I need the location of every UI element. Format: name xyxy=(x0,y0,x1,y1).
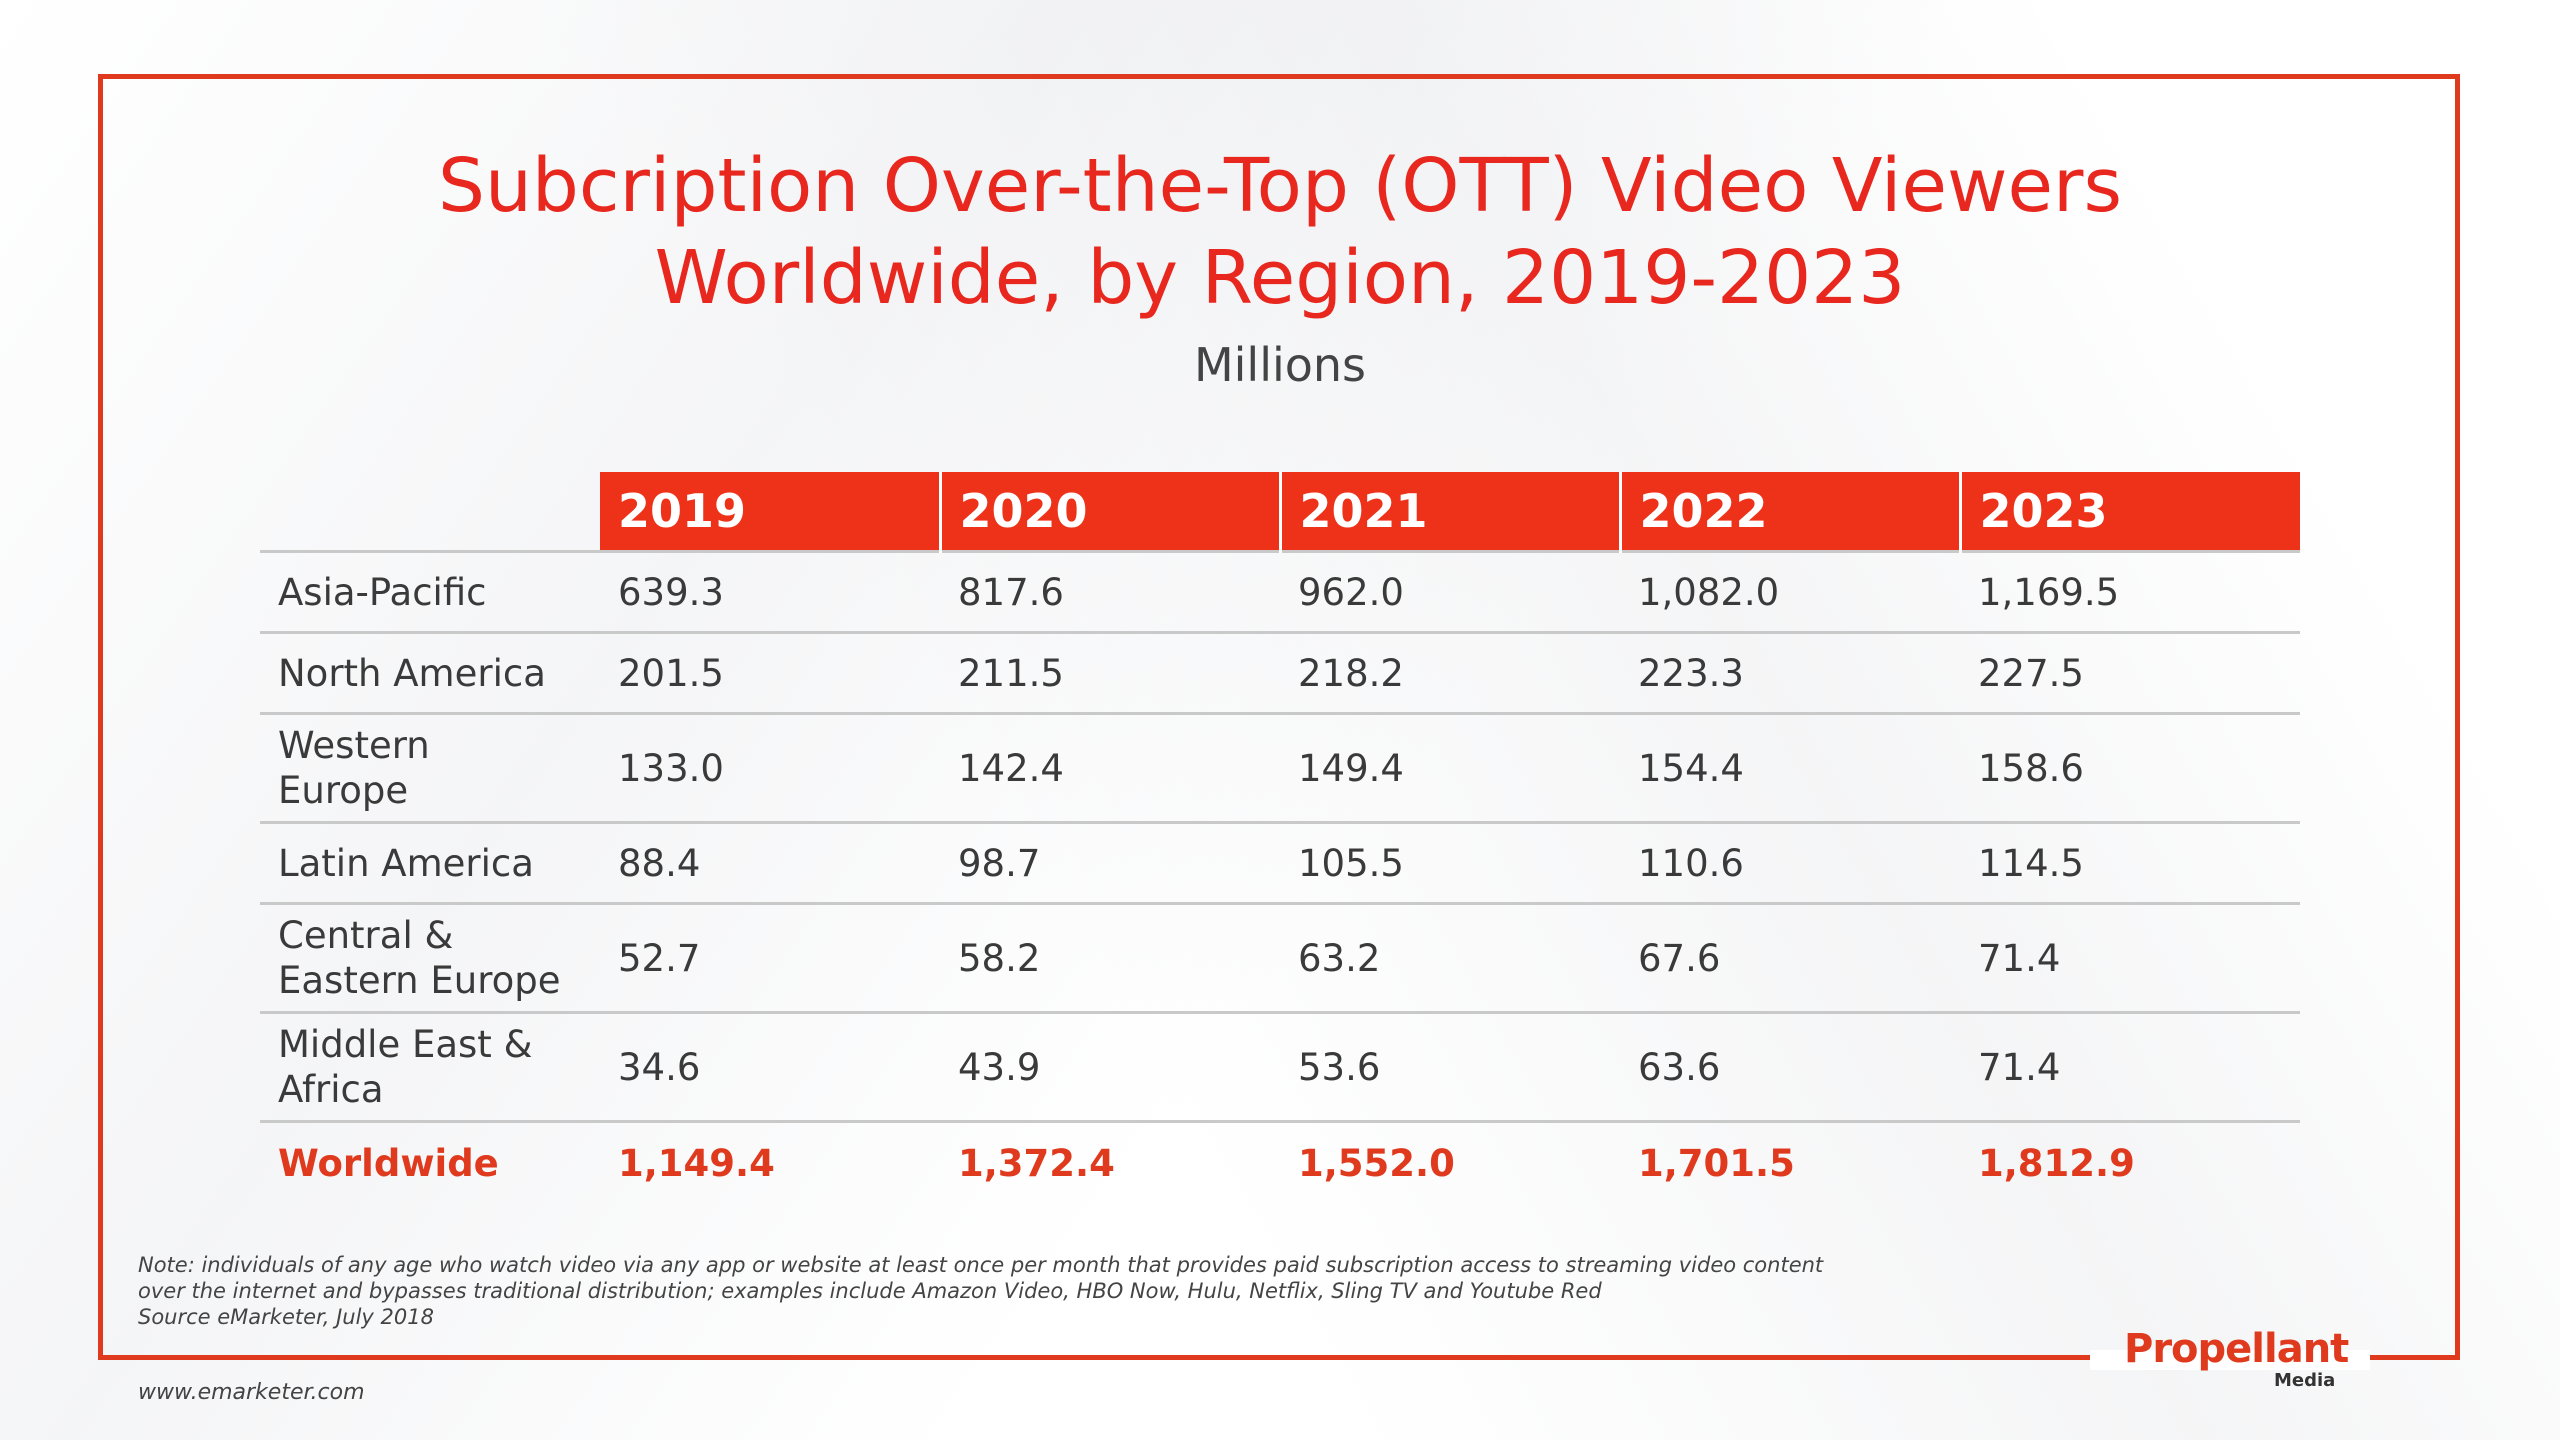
table-cell: 34.6 xyxy=(600,1012,940,1123)
table-cell: 142.4 xyxy=(940,713,1280,824)
table-cell: 71.4 xyxy=(1960,903,2300,1014)
table-cell: 58.2 xyxy=(940,903,1280,1014)
footnote-line: Note: individuals of any age who watch v… xyxy=(138,1253,1824,1277)
table-cell: 63.6 xyxy=(1620,1012,1960,1123)
table-cell: 817.6 xyxy=(940,551,1280,634)
chart-title: Subcription Over-the-Top (OTT) Video Vie… xyxy=(0,140,2560,324)
title-line-1: Subcription Over-the-Top (OTT) Video Vie… xyxy=(437,143,2123,229)
year-header: 2020 xyxy=(940,472,1282,552)
table-cell: 218.2 xyxy=(1280,632,1620,715)
table-row: Latin America 88.4 98.7 105.5 110.6 114.… xyxy=(260,822,2300,905)
table-cell: 227.5 xyxy=(1960,632,2300,715)
total-cell: 1,372.4 xyxy=(958,1141,1115,1185)
table-cell: 962.0 xyxy=(1280,551,1620,634)
total-cell: 1,812.9 xyxy=(1978,1141,2135,1185)
table-row: Middle East & Africa 34.6 43.9 53.6 63.6… xyxy=(260,1012,2300,1123)
year-header: 2019 xyxy=(600,472,942,552)
table-cell: 63.2 xyxy=(1280,903,1620,1014)
year-header: 2021 xyxy=(1280,472,1622,552)
region-label-line: North America xyxy=(278,651,546,695)
table-cell: 71.4 xyxy=(1960,1012,2300,1123)
table-row: Asia-Pacific 639.3 817.6 962.0 1,082.0 1… xyxy=(260,551,2300,634)
chart-subtitle: Millions xyxy=(1193,338,1367,392)
footnote-line: over the internet and bypasses tradition… xyxy=(138,1279,1602,1303)
table-cell: 201.5 xyxy=(600,632,940,715)
table-cell: 53.6 xyxy=(1280,1012,1620,1123)
source-line: Source eMarketer, July 2018 xyxy=(138,1305,434,1329)
region-label: North America xyxy=(260,632,600,715)
region-label: Central & Eastern Europe xyxy=(260,903,600,1014)
region-label-line: Middle East & xyxy=(278,1023,533,1066)
region-label-line: Eastern Europe xyxy=(278,959,561,1002)
table-cell: 133.0 xyxy=(600,713,940,824)
table-cell: 114.5 xyxy=(1960,822,2300,905)
table-cell: 88.4 xyxy=(600,822,940,905)
table-row: North America 201.5 211.5 218.2 223.3 22… xyxy=(260,632,2300,715)
region-label-line: Europe xyxy=(278,769,409,812)
table-cell: 1,169.5 xyxy=(1960,551,2300,634)
table-row: Central & Eastern Europe 52.7 58.2 63.2 … xyxy=(260,903,2300,1014)
year-header: 2022 xyxy=(1620,472,1962,552)
region-label: Western Europe xyxy=(260,713,600,824)
total-label: Worldwide xyxy=(278,1141,499,1185)
table-cell: 223.3 xyxy=(1620,632,1960,715)
region-label-line: Western xyxy=(278,724,430,767)
footnote: Note: individuals of any age who watch v… xyxy=(138,1252,2038,1330)
logo-wordmark: Propellant xyxy=(2124,1326,2349,1372)
region-label: Latin America xyxy=(260,822,600,905)
region-label: Asia-Pacific xyxy=(260,551,600,634)
region-label-line: Africa xyxy=(278,1068,384,1111)
logo-subtext: Media xyxy=(2274,1370,2336,1391)
total-cell: 1,701.5 xyxy=(1638,1141,1795,1185)
table-cell: 1,082.0 xyxy=(1620,551,1960,634)
region-label-line: Asia-Pacific xyxy=(278,570,487,614)
table-cell: 52.7 xyxy=(600,903,940,1014)
table-cell: 105.5 xyxy=(1280,822,1620,905)
slide-frame xyxy=(98,74,2460,1360)
header-corner xyxy=(260,472,600,552)
table-cell: 154.4 xyxy=(1620,713,1960,824)
table-cell: 158.6 xyxy=(1960,713,2300,824)
table-cell: 149.4 xyxy=(1280,713,1620,824)
header-row: 2019 2020 2021 2022 2023 xyxy=(260,472,2300,552)
table-row: Western Europe 133.0 142.4 149.4 154.4 1… xyxy=(260,713,2300,824)
title-line-2: Worldwide, by Region, 2019-2023 xyxy=(654,235,1906,321)
region-label-line: Latin America xyxy=(278,841,534,885)
table-cell: 43.9 xyxy=(940,1012,1280,1123)
region-label-line: Central & xyxy=(278,914,454,957)
data-table: 2019 2020 2021 2022 2023 Asia-Pacific 63… xyxy=(260,472,2300,1203)
source-url: www.emarketer.com xyxy=(138,1380,365,1405)
total-cell: 1,552.0 xyxy=(1298,1141,1455,1185)
table-cell: 98.7 xyxy=(940,822,1280,905)
table-cell: 211.5 xyxy=(940,632,1280,715)
total-row: Worldwide 1,149.4 1,372.4 1,552.0 1,701.… xyxy=(260,1122,2300,1204)
propellant-media-logo: Propellant Media xyxy=(2118,1326,2358,1396)
total-cell: 1,149.4 xyxy=(618,1141,775,1185)
year-header: 2023 xyxy=(1960,472,2300,552)
table-cell: 639.3 xyxy=(600,551,940,634)
table-cell: 110.6 xyxy=(1620,822,1960,905)
table-cell: 67.6 xyxy=(1620,903,1960,1014)
region-label: Middle East & Africa xyxy=(260,1012,600,1123)
frame-gap xyxy=(2090,1350,2370,1370)
